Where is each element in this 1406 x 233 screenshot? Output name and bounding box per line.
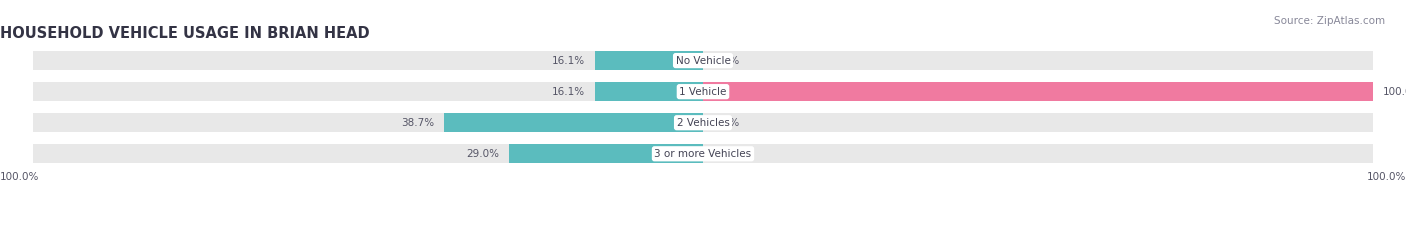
Text: 16.1%: 16.1%	[553, 87, 585, 97]
Bar	[444, 113, 703, 132]
Text: 100.0%: 100.0%	[1382, 87, 1406, 97]
Text: 3 or more Vehicles: 3 or more Vehicles	[654, 149, 752, 159]
Bar	[34, 51, 1372, 70]
Bar	[595, 51, 703, 70]
Text: 16.1%: 16.1%	[553, 56, 585, 65]
Bar	[34, 82, 1372, 101]
Text: 29.0%: 29.0%	[465, 149, 499, 159]
Text: 38.7%: 38.7%	[401, 118, 434, 128]
Text: 100.0%: 100.0%	[1367, 172, 1406, 182]
Bar	[595, 82, 703, 101]
Text: Source: ZipAtlas.com: Source: ZipAtlas.com	[1274, 16, 1385, 26]
Bar	[34, 113, 1372, 132]
Text: 0.0%: 0.0%	[713, 118, 740, 128]
Bar	[703, 82, 1372, 101]
Text: 0.0%: 0.0%	[713, 149, 740, 159]
Text: 0.0%: 0.0%	[713, 56, 740, 65]
Bar	[34, 144, 1372, 163]
Text: 1 Vehicle: 1 Vehicle	[679, 87, 727, 97]
Text: No Vehicle: No Vehicle	[675, 56, 731, 65]
Text: 100.0%: 100.0%	[0, 172, 39, 182]
Text: 2 Vehicles: 2 Vehicles	[676, 118, 730, 128]
Text: HOUSEHOLD VEHICLE USAGE IN BRIAN HEAD: HOUSEHOLD VEHICLE USAGE IN BRIAN HEAD	[0, 26, 370, 41]
Bar	[509, 144, 703, 163]
